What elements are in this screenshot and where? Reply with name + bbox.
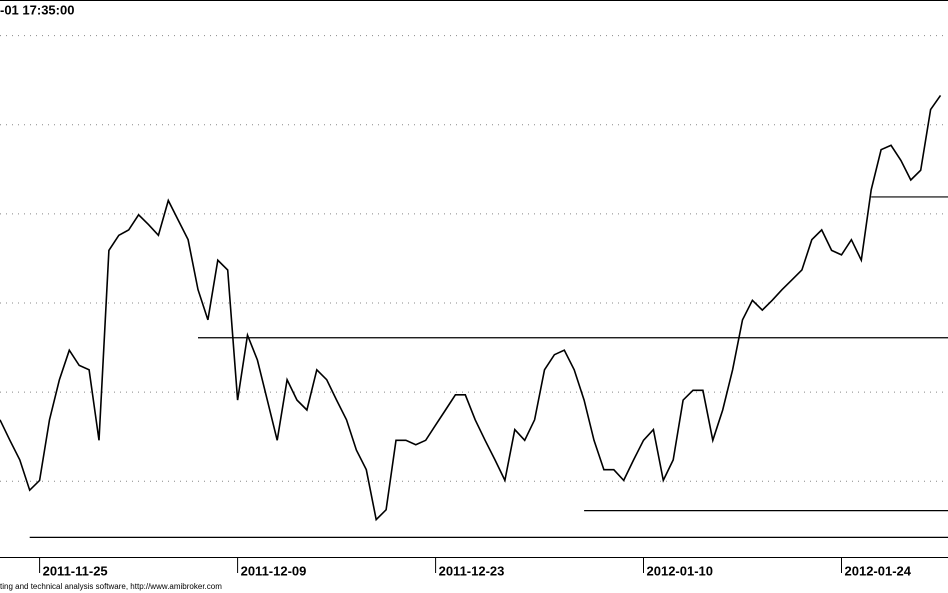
x-tick-label: 2011-12-23 <box>439 563 505 578</box>
x-tick-label: 2011-11-25 <box>43 563 108 578</box>
footer: ting and technical analysis software, ht… <box>0 582 222 591</box>
x-tick-label: 2011-12-09 <box>241 563 307 578</box>
chart-title: -01 17:35:00 <box>0 2 74 17</box>
x-tick-label: 2012-01-10 <box>647 563 714 578</box>
x-tick-label: 2012-01-24 <box>845 563 912 578</box>
price-line <box>0 94 942 522</box>
